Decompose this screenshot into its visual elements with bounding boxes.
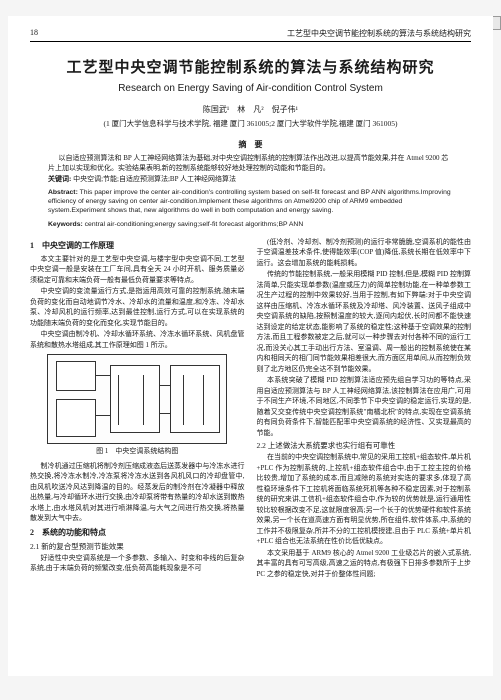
left-column: 1 中央空调的工作原理 本文主要针对的是工艺型中央空调,与楼宇型中央空调不同,工… [30, 237, 245, 581]
subsection-2-2: 2.2 上述做法大系统要求也实行组有可靠性 [257, 440, 472, 451]
para: 传统的节能控制系统,一般采用模糊 PID 控制,但是,模糊 PID 控制算法简单… [257, 269, 472, 374]
keywords-en-label: Keywords: [48, 221, 83, 228]
section-1-head: 1 中央空调的工作原理 [30, 240, 245, 252]
right-column: (低冷剂、冷却剂、制冷剂预测)的运行非常脆脆,空调系机的能性由于空调温差技术条件… [257, 237, 472, 581]
abstract-label-cn: 摘 要 [48, 139, 453, 151]
section-2-head: 2 系统的功能和特点 [30, 527, 245, 539]
page-header: 18 工艺型中央空调节能控制系统的算法与系统结构研究 [30, 28, 471, 42]
para: 中央空调由制冷机、冷却水循环系统、冷冻水循环系统、风机盘管系统和散热水塔组成,其… [30, 329, 245, 350]
authors: 陈国武¹ 林 凡² 倪子伟¹ [30, 104, 471, 115]
para: 好适性中央空调系统是一个多参数、多输入、时变和非线的后复杂系统,由于末端负荷的频… [30, 553, 245, 574]
abstract-en: This paper improve the center air-condit… [48, 189, 451, 214]
affiliations: (1 厦门大学信息科学与技术学院, 福建 厦门 361005;2 厦门大学软件学… [30, 118, 471, 129]
subsection-2-1: 2.1 新的复合型预测节能效果 [30, 541, 245, 552]
keywords-en: central air-conditioning;energy saving;s… [85, 221, 304, 228]
abstract-cn: 以自适应预测算法和 BP 人工神经网络算法为基础,对中央空调控制系统的控制算法作… [48, 153, 453, 173]
para: 本文采用基于 ARM9 核心的 Atmel 9200 工业级芯片的嵌入式系统,其… [257, 548, 472, 580]
abstract-en-label: Abstract: [48, 189, 78, 196]
para: 制冷机通过压缩机将制冷剂压缩成液态后送蒸发器中与冷冻水进行热交换,将冷冻水制冷,… [30, 461, 245, 524]
body-columns: 1 中央空调的工作原理 本文主要针对的是工艺型中央空调,与楼宇型中央空调不同,工… [30, 237, 471, 581]
title-english: Research on Energy Saving of Air-conditi… [30, 83, 471, 94]
para: (低冷剂、冷却剂、制冷剂预测)的运行非常脆脆,空调系机的能性由于空调温差技术条件… [257, 237, 472, 269]
keywords-cn-label: 关键词: [48, 175, 71, 183]
para: 本系统突破了模糊 PID 控制算法适应预先组自学习功的等特点,采用自适应预测算法… [257, 375, 472, 438]
abstract-block: 摘 要 以自适应预测算法和 BP 人工神经网络算法为基础,对中央空调控制系统的控… [48, 139, 453, 229]
page-number: 18 [30, 28, 38, 39]
title-chinese: 工艺型中央空调节能控制系统的算法与系统结构研究 [30, 56, 471, 77]
running-head: 工艺型中央空调节能控制系统的算法与系统结构研究 [287, 28, 471, 39]
paper-page: 18 工艺型中央空调节能控制系统的算法与系统结构研究 工艺型中央空调节能控制系统… [8, 16, 493, 676]
para: 中央空调的变流量运行方式,是指运用高效可靠的控制系统,随末端负荷的变化而自动地调… [30, 286, 245, 328]
keywords-cn: 中央空调;节能;自适应预测算法;BP 人工神经网络算法 [73, 175, 236, 183]
figure-1: 图 1 中央空调系统结构图 [47, 354, 227, 457]
para: 在当前的中央空调控制系统中,常见的采用工控机+组态软件,单片机+PLC 作为控制… [257, 452, 472, 547]
figure-1-caption: 图 1 中央空调系统结构图 [47, 446, 227, 457]
figure-1-diagram [47, 354, 227, 444]
para: 本文主要针对的是工艺型中央空调,与楼宇型中央空调不同,工艺型中央空调一般是安装在… [30, 254, 245, 286]
